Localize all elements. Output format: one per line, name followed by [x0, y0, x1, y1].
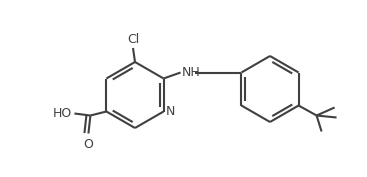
Text: HO: HO: [53, 107, 72, 120]
Text: N: N: [166, 105, 175, 118]
Text: Cl: Cl: [127, 33, 139, 46]
Text: NH: NH: [182, 66, 200, 79]
Text: O: O: [83, 138, 93, 150]
